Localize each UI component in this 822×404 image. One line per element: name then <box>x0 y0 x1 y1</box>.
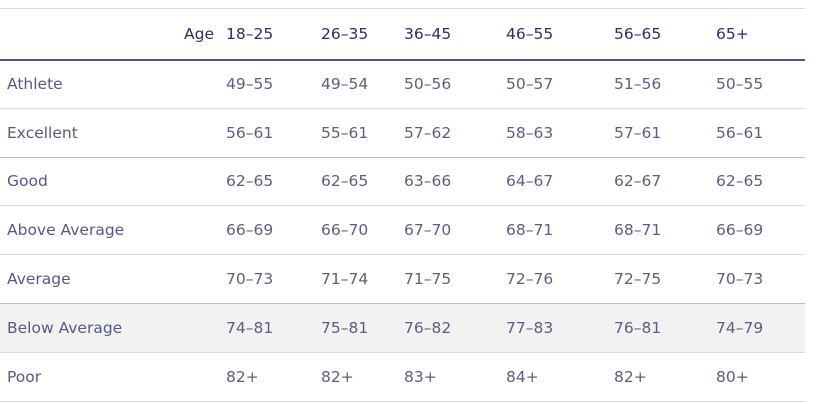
table-cell: 72–75 <box>614 254 716 304</box>
row-label: Athlete <box>0 59 226 109</box>
age-group-header: 26–35 <box>321 8 404 61</box>
row-label: Average <box>0 254 226 304</box>
row-label: Good <box>0 157 226 207</box>
table-cell: 76–82 <box>404 303 506 353</box>
table-cell: 82+ <box>226 352 321 402</box>
table-header: Age 18–25 26–35 36–45 46–55 56–65 65+ <box>0 8 805 61</box>
table-cell: 63–66 <box>404 157 506 207</box>
table-cell: 62–65 <box>321 157 404 207</box>
table-row: Below Average 74–81 75–81 76–82 77–83 76… <box>0 303 805 353</box>
table-cell: 68–71 <box>614 205 716 256</box>
table-cell: 67–70 <box>404 205 506 256</box>
heart-rate-table: Age 18–25 26–35 36–45 46–55 56–65 65+ At… <box>0 8 805 402</box>
table-cell: 49–55 <box>226 59 321 109</box>
table-cell: 50–56 <box>404 59 506 109</box>
table-cell: 56–61 <box>226 108 321 158</box>
table-cell: 66–70 <box>321 205 404 256</box>
table-cell: 74–79 <box>716 303 805 353</box>
table-cell: 82+ <box>321 352 404 402</box>
table-cell: 58–63 <box>506 108 614 158</box>
table-cell: 62–65 <box>226 157 321 207</box>
age-group-header: 36–45 <box>404 8 506 61</box>
table-cell: 56–61 <box>716 108 805 158</box>
table-row: Excellent 56–61 55–61 57–62 58–63 57–61 … <box>0 108 805 158</box>
table-cell: 71–75 <box>404 254 506 304</box>
header-row: Age 18–25 26–35 36–45 46–55 56–65 65+ <box>0 8 805 61</box>
table-cell: 82+ <box>614 352 716 402</box>
table-cell: 66–69 <box>716 205 805 256</box>
row-label: Above Average <box>0 205 226 256</box>
table-row: Good 62–65 62–65 63–66 64–67 62–67 62–65 <box>0 157 805 207</box>
table-cell: 62–65 <box>716 157 805 207</box>
table-cell: 57–62 <box>404 108 506 158</box>
age-group-header: 18–25 <box>226 8 321 61</box>
table-cell: 80+ <box>716 352 805 402</box>
table-cell: 50–55 <box>716 59 805 109</box>
table-cell: 83+ <box>404 352 506 402</box>
table-row: Athlete 49–55 49–54 50–56 50–57 51–56 50… <box>0 59 805 109</box>
table-cell: 74–81 <box>226 303 321 353</box>
table-row: Average 70–73 71–74 71–75 72–76 72–75 70… <box>0 254 805 304</box>
age-header: Age <box>0 8 226 61</box>
table-cell: 62–67 <box>614 157 716 207</box>
table-cell: 72–76 <box>506 254 614 304</box>
table-cell: 51–56 <box>614 59 716 109</box>
table-body: Athlete 49–55 49–54 50–56 50–57 51–56 50… <box>0 59 805 402</box>
table-cell: 84+ <box>506 352 614 402</box>
table-cell: 71–74 <box>321 254 404 304</box>
age-group-header: 56–65 <box>614 8 716 61</box>
table-row: Above Average 66–69 66–70 67–70 68–71 68… <box>0 205 805 256</box>
table-cell: 64–67 <box>506 157 614 207</box>
table-cell: 68–71 <box>506 205 614 256</box>
row-label: Below Average <box>0 303 226 353</box>
age-group-header: 46–55 <box>506 8 614 61</box>
table-cell: 66–69 <box>226 205 321 256</box>
table-cell: 70–73 <box>226 254 321 304</box>
table-cell: 77–83 <box>506 303 614 353</box>
table-cell: 75–81 <box>321 303 404 353</box>
table-cell: 55–61 <box>321 108 404 158</box>
table-cell: 50–57 <box>506 59 614 109</box>
table-cell: 49–54 <box>321 59 404 109</box>
age-group-header: 65+ <box>716 8 805 61</box>
table-cell: 70–73 <box>716 254 805 304</box>
table-row: Poor 82+ 82+ 83+ 84+ 82+ 80+ <box>0 352 805 402</box>
row-label: Poor <box>0 352 226 402</box>
table-cell: 57–61 <box>614 108 716 158</box>
row-label: Excellent <box>0 108 226 158</box>
table-cell: 76–81 <box>614 303 716 353</box>
